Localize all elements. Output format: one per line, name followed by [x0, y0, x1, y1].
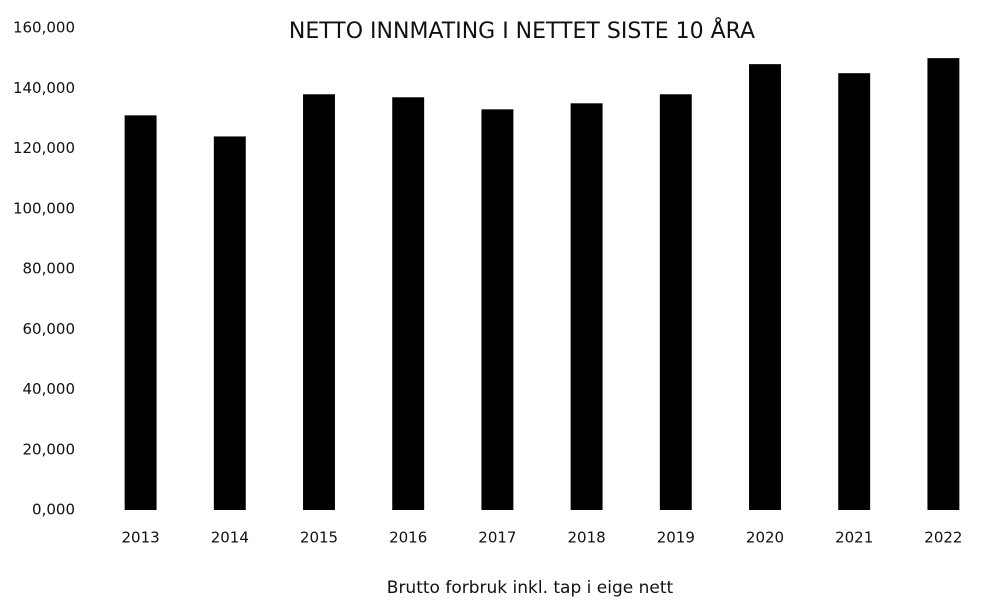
x-tick-label: 2020 — [746, 529, 784, 547]
y-tick-label: 80,000 — [23, 260, 76, 278]
bar — [213, 136, 246, 510]
bar — [303, 94, 335, 511]
x-tick-label: 2016 — [389, 529, 427, 547]
x-axis-title: Brutto forbruk inkl. tap i eige nett — [387, 578, 674, 598]
y-tick-label: 60,000 — [23, 320, 76, 338]
bar — [927, 58, 960, 510]
bar — [124, 115, 157, 511]
x-tick-label: 2019 — [657, 529, 695, 547]
x-tick-label: 2017 — [478, 529, 516, 547]
y-tick-label: 160,000 — [13, 19, 75, 37]
chart-title: NETTO INNMATING I NETTET SISTE 10 ÅRA — [289, 17, 755, 44]
x-tick-label: 2013 — [122, 529, 160, 547]
y-tick-label: 120,000 — [13, 139, 75, 157]
bar — [392, 97, 425, 510]
y-tick-label: 40,000 — [23, 380, 76, 398]
x-tick-label: 2015 — [300, 529, 338, 547]
x-tick-label: 2014 — [211, 529, 249, 547]
x-tick-label: 2022 — [924, 529, 962, 547]
bar — [659, 94, 692, 511]
bar — [838, 73, 871, 510]
bar — [570, 103, 603, 510]
y-tick-label: 100,000 — [13, 199, 75, 217]
bar — [481, 109, 514, 511]
y-tick-label: 0,000 — [32, 501, 75, 519]
x-tick-label: 2021 — [835, 529, 873, 547]
y-tick-label: 20,000 — [23, 440, 76, 458]
x-tick-label: 2018 — [568, 529, 606, 547]
y-tick-label: 140,000 — [13, 79, 75, 97]
bar — [749, 64, 781, 511]
